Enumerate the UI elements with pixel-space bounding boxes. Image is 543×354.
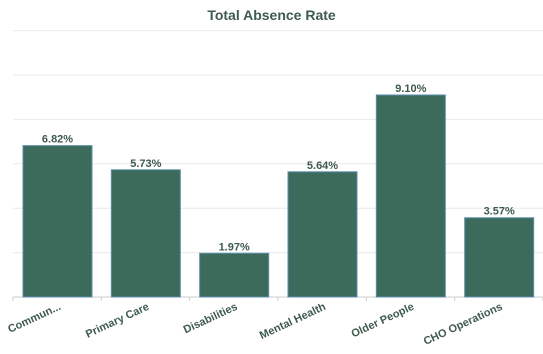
bar[interactable]: [375, 94, 446, 298]
x-tick-label: CHO Operations: [422, 301, 505, 348]
value-label: 5.73%: [130, 158, 161, 170]
x-tick-label: Mental Health: [258, 301, 328, 342]
value-label: 9.10%: [395, 83, 426, 95]
value-label: 6.82%: [42, 134, 73, 146]
bar[interactable]: [287, 171, 358, 298]
value-label: 1.97%: [219, 241, 250, 253]
bar[interactable]: [464, 217, 535, 298]
bar[interactable]: [199, 252, 270, 298]
bar[interactable]: [110, 169, 181, 298]
x-tick-label: Primary Care: [84, 301, 151, 341]
x-tick-labels: Commun... Primary Care Disabilities Mental …: [6, 301, 504, 348]
value-labels: 6.82% 5.73% 1.97% 5.64% 9.10% 3.57%: [42, 83, 515, 253]
chart-title: Total Absence Rate: [207, 7, 336, 23]
x-tick-label: Older People: [350, 301, 417, 341]
bars: [22, 94, 535, 298]
x-tick-label: Commun...: [6, 301, 63, 336]
bar[interactable]: [22, 145, 93, 298]
value-label: 5.64%: [307, 160, 338, 172]
value-label: 3.57%: [484, 206, 515, 218]
x-tick-label: Disabilities: [182, 301, 240, 336]
gridlines: [12, 30, 543, 301]
